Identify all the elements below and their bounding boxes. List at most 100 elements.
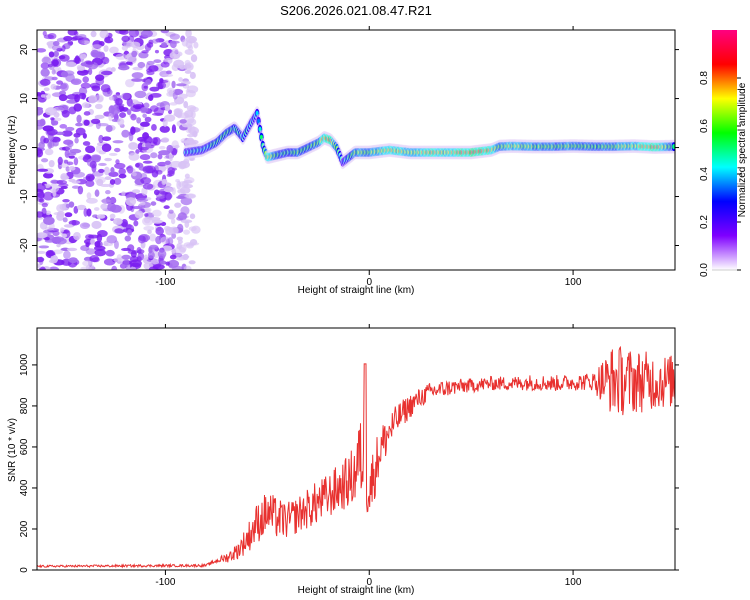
spectrogram-noise-blob <box>145 79 152 85</box>
spectrogram-noise-blob <box>110 204 122 213</box>
spectrogram-noise-blob <box>150 201 157 206</box>
spectrogram-noise-blob <box>136 197 149 203</box>
spectrogram-noise-blob <box>142 113 147 118</box>
spectrogram-noise-blob <box>117 117 125 126</box>
spectrogram-noise-blob <box>62 217 68 223</box>
spectrogram-noise-blob <box>42 172 54 179</box>
spectrogram-noise-blob <box>91 155 101 163</box>
spectrogram-noise-blob <box>63 224 75 228</box>
spectrogram-noise-blob <box>94 207 100 211</box>
spectrogram-noise-blob <box>40 94 46 98</box>
spectrogram-noise-blob <box>184 110 194 118</box>
spectrogram-noise-blob <box>121 92 131 100</box>
spectrogram-noise-blob <box>139 154 151 161</box>
spectrogram-noise-blob <box>58 55 66 60</box>
spectrogram-noise-blob <box>37 147 43 156</box>
spectrogram-noise-blob <box>94 189 100 197</box>
spectrogram-noise-blob <box>160 30 170 34</box>
spectrogram-noise-blob <box>127 249 139 255</box>
spectrogram-noise-blob <box>44 148 54 156</box>
snr-x-ticks: -100 0 100 <box>155 324 582 588</box>
spectrogram-noise-blob <box>39 118 46 127</box>
spectrogram-noise-blob <box>185 193 197 199</box>
spectrogram-noise-blob <box>155 235 162 245</box>
spectrogram-noise-blob <box>144 207 152 213</box>
spectrogram-noise-blob <box>181 123 192 128</box>
spectrogram-noise-blob <box>105 125 113 133</box>
spectrogram-noise-blob <box>171 232 177 239</box>
spectrogram-noise-blob <box>85 61 95 65</box>
snr-frame <box>36 327 676 571</box>
spectrogram-noise-blob <box>60 71 69 78</box>
spectrogram-x-ticks: -100 0 100 <box>155 26 582 288</box>
spectrogram-noise-blob <box>94 249 106 257</box>
spectrogram-noise-blob <box>91 220 102 229</box>
spectrogram-noise-blob <box>183 229 191 235</box>
spectrogram-noise-blob <box>150 152 158 159</box>
spectrogram-noise-blob <box>115 53 128 60</box>
spectrogram-noise-blob <box>171 80 176 89</box>
spectrogram-noise-blob <box>166 87 175 94</box>
spectrogram-noise-blob <box>71 185 80 189</box>
spectrogram-noise-blob <box>157 161 168 167</box>
spectrogram-noise-blob <box>174 202 182 208</box>
spectrogram-noise-blob <box>59 124 68 129</box>
spectrogram-noise-blob <box>143 254 149 261</box>
spectrogram-noise-blob <box>68 166 76 171</box>
colorbar-tick-label: 0.0 <box>699 263 710 277</box>
spectrogram-noise-blob <box>149 244 159 250</box>
spectrogram-noise-blob <box>75 122 83 127</box>
spectrogram-noise-blob <box>121 45 128 51</box>
spectrogram-noise-blob <box>68 106 77 115</box>
snr-y-tick-label: 600 <box>19 438 30 455</box>
spectrogram-noise-blob <box>48 141 55 149</box>
spectrogram-noise-blob <box>156 102 165 107</box>
spectrogram-noise-blob <box>157 249 167 259</box>
spectrogram-noise-blob <box>85 248 96 255</box>
spectrogram-x-tick-label: 0 <box>366 277 372 288</box>
spectrogram-noise-blob <box>66 247 78 252</box>
spectrogram-noise-blob <box>43 87 50 92</box>
spectrogram-noise-blob <box>79 222 91 229</box>
spectrogram-noise-blob <box>126 61 133 65</box>
spectrogram-noise-blob <box>124 235 132 242</box>
spectrogram-noise-blob <box>183 100 189 109</box>
spectrogram-noise-blob <box>50 83 57 90</box>
spectrogram-noise-blob <box>125 197 137 206</box>
spectrogram-noise-blob <box>40 68 50 77</box>
spectrogram-noise-blob <box>97 230 108 238</box>
spectrogram-noise-blob <box>153 189 160 196</box>
spectrogram-noise-blob <box>94 176 106 184</box>
spectrogram-noise-blob <box>112 140 124 144</box>
spectrogram-noise-blob <box>100 70 113 76</box>
spectrogram-noise-blob <box>103 258 116 266</box>
colorbar-tick-label: 0.6 <box>699 119 710 133</box>
spectrogram-noise-blob <box>135 149 140 155</box>
colorbar-ticks: 0.0 0.2 0.4 0.6 0.8 <box>699 71 741 277</box>
spectrogram-noise-blob <box>143 102 150 109</box>
colorbar-tick-label: 0.2 <box>699 215 710 229</box>
spectrogram-noise-blob <box>48 183 60 193</box>
spectrogram-noise-blob <box>169 33 180 40</box>
spectrogram-noise-blob <box>83 111 91 116</box>
spectrogram-noise-blob <box>70 78 82 86</box>
spectrogram-x-label: Height of straight line (km) <box>298 285 415 296</box>
spectrogram-noise-blob <box>37 232 48 239</box>
spectrogram-noise-blob <box>131 78 144 82</box>
spectrogram-frame <box>36 29 676 271</box>
spectrogram-x-tick-label: -100 <box>155 277 175 288</box>
spectrogram-noise-blob <box>99 30 109 39</box>
spectrogram-noise-blob <box>48 159 55 168</box>
spectrogram-marks <box>37 30 675 270</box>
spectrogram-noise-blob <box>109 179 116 185</box>
spectrogram-noise-blob <box>163 114 176 122</box>
spectrogram-noise-blob <box>171 48 179 55</box>
snr-x-label: Height of straight line (km) <box>298 585 415 596</box>
spectrogram-noise-blob <box>180 219 193 224</box>
spectrogram-noise-blob <box>153 59 162 64</box>
spectrogram-noise-blob <box>46 250 55 257</box>
spectrogram-noise-blob <box>58 183 69 188</box>
spectrogram-y-tick-label: -20 <box>19 238 30 253</box>
spectrogram-noise-blob <box>136 246 142 254</box>
colorbar-tick-label: 0.8 <box>699 71 710 85</box>
